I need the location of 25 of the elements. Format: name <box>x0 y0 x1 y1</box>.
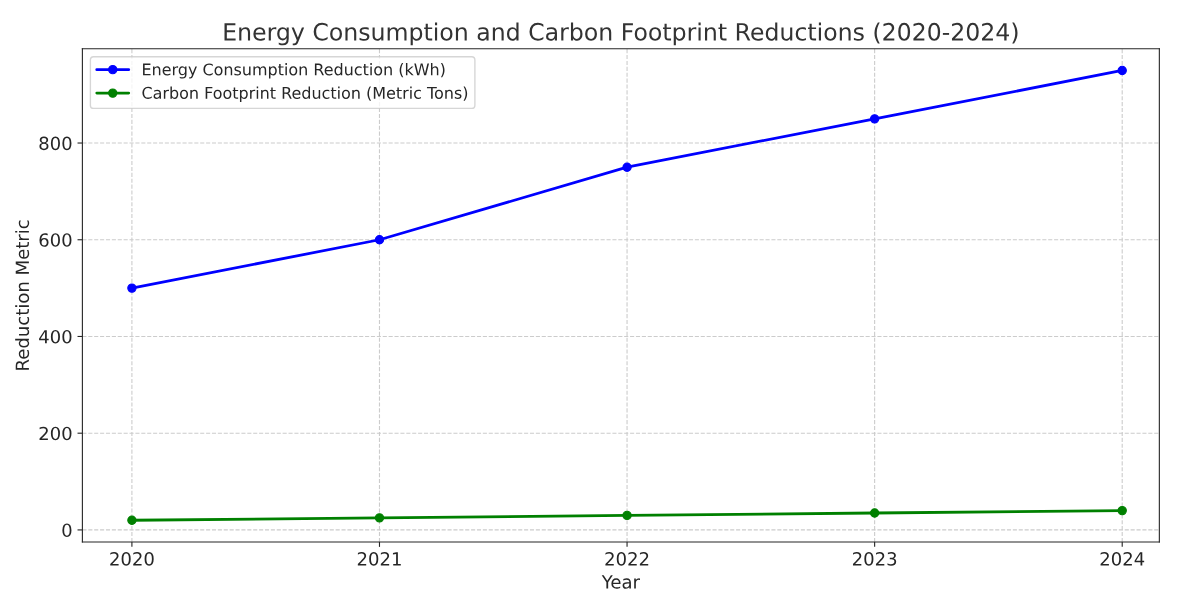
point <box>622 162 632 172</box>
point <box>869 508 880 518</box>
x-tick-label: 2022 <box>605 552 649 566</box>
x-tick-label: 2024 <box>1100 552 1145 566</box>
point <box>622 510 632 521</box>
legend-label: Carbon Footprint Reduction (Metric Tons) <box>142 86 468 102</box>
point <box>374 513 385 523</box>
point <box>127 283 137 293</box>
point <box>1117 505 1127 516</box>
y-tick-label: 800 <box>39 136 72 151</box>
x-tick-label: 2023 <box>852 552 897 566</box>
point <box>374 235 385 245</box>
y-tick-label: 200 <box>39 426 72 441</box>
point <box>127 515 137 525</box>
x-axis-title: Year <box>601 575 640 589</box>
y-tick-label: 0 <box>62 523 72 538</box>
y-tick-label: 600 <box>39 233 72 247</box>
point <box>869 114 880 124</box>
y-axis-title: Reduction Metric <box>15 220 30 370</box>
chart-title: Energy Consumption and Carbon Footprint Reductions (2020-2024) <box>224 22 1018 46</box>
x-tick-label: 2021 <box>357 552 401 566</box>
x-tick-label: 2020 <box>110 552 154 566</box>
y-tick-label: 400 <box>39 329 72 344</box>
point <box>1117 65 1127 76</box>
legend-label: Energy Consumption Reduction (kWh) <box>143 63 445 79</box>
